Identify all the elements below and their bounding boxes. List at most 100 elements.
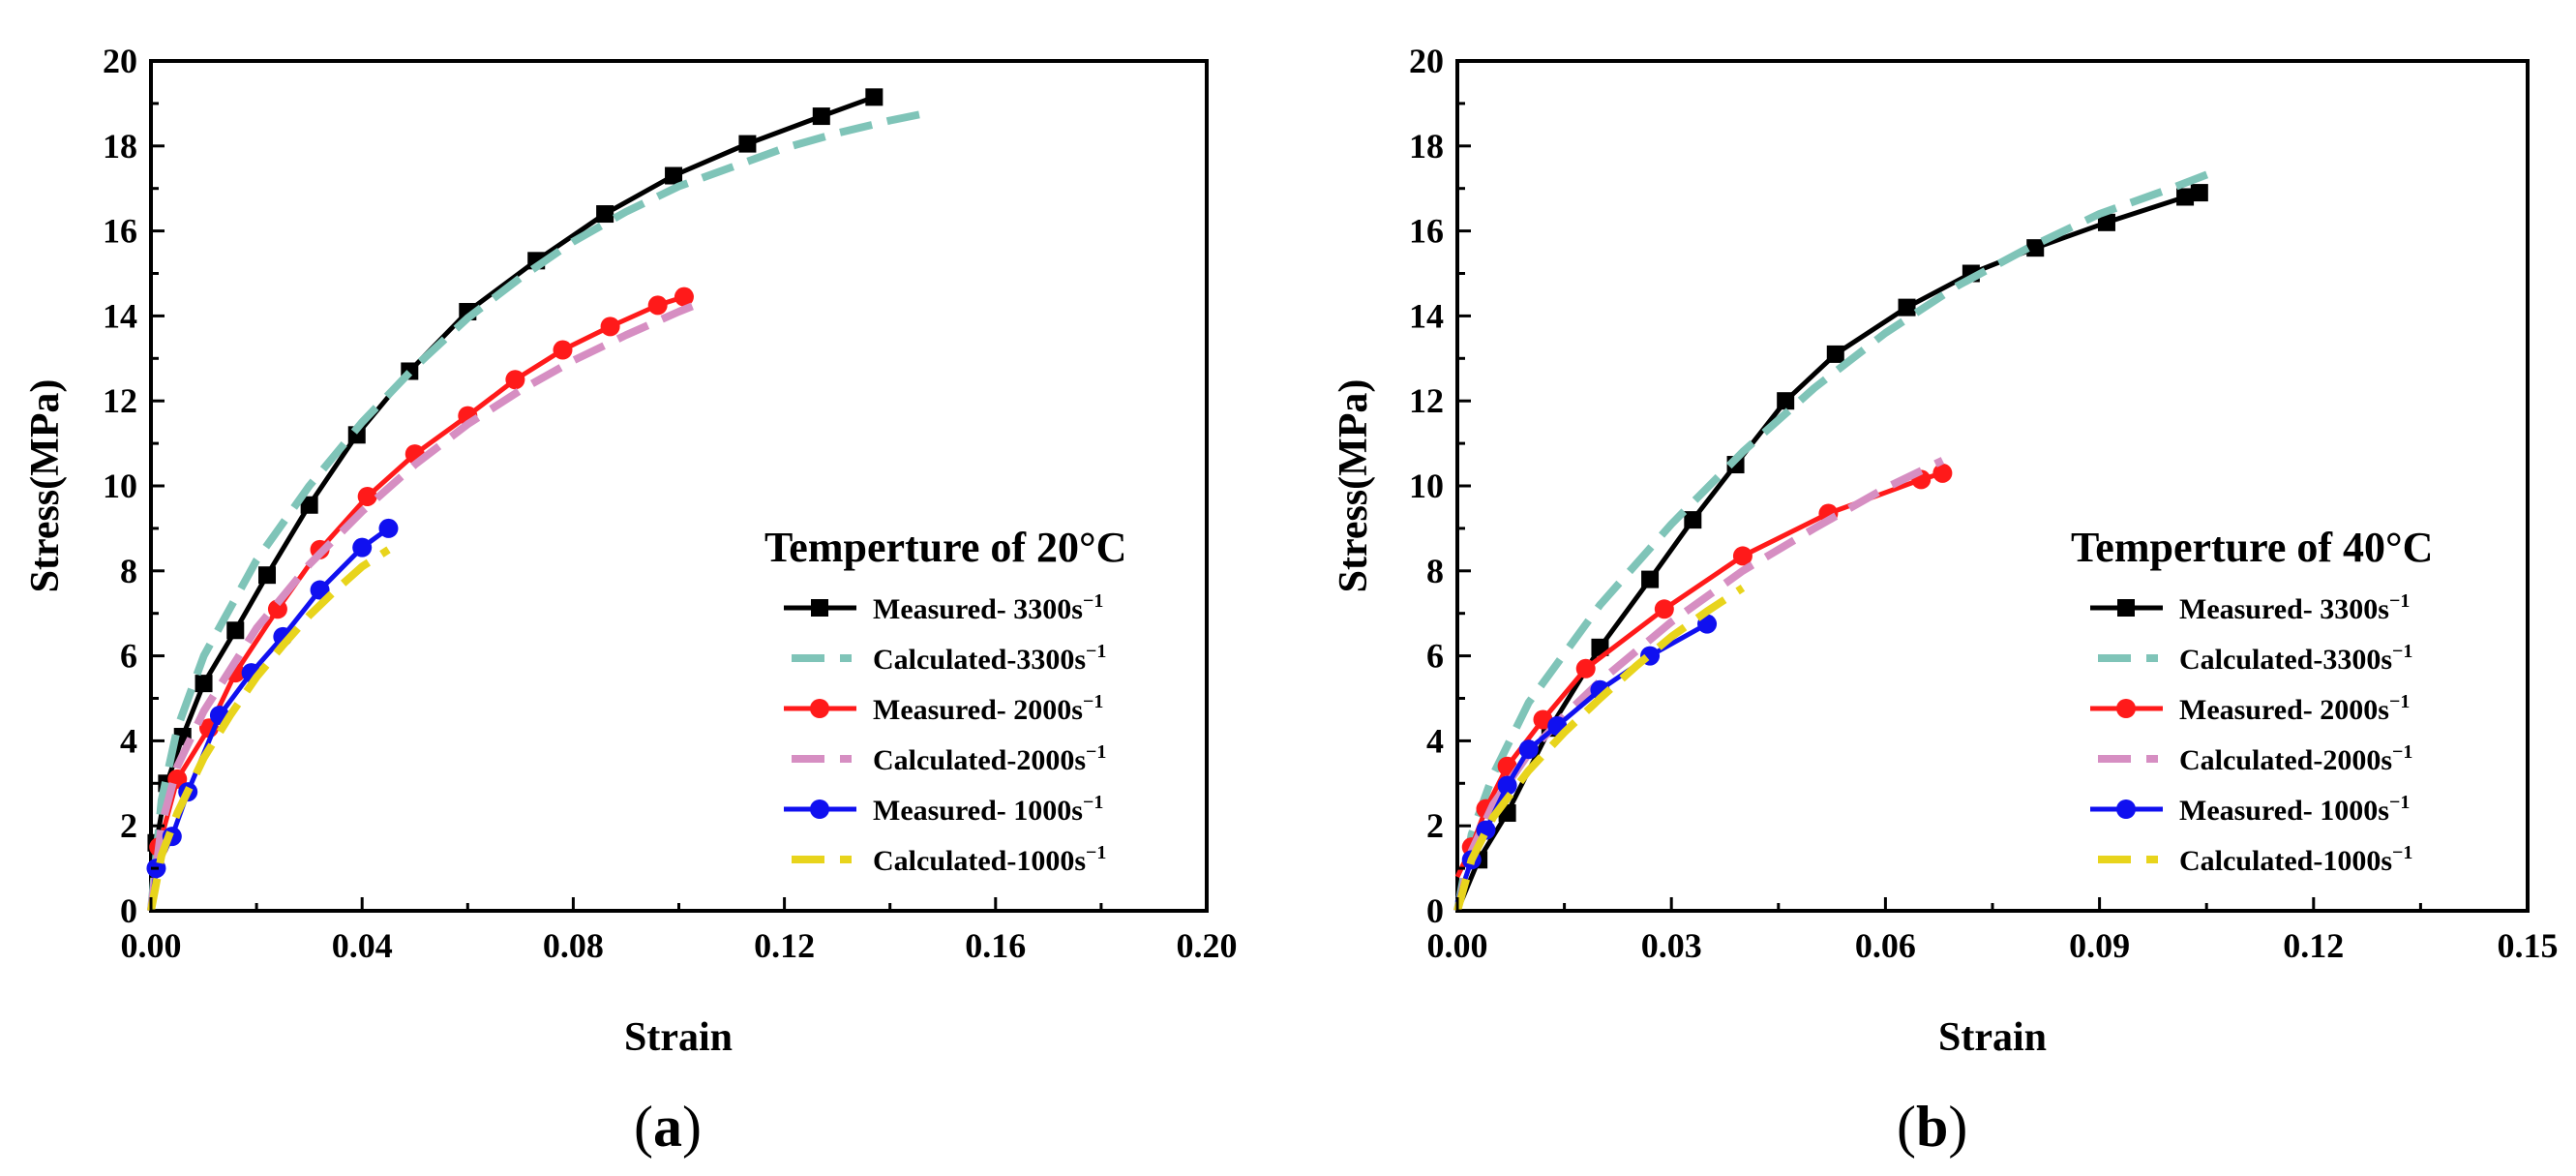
y-tick-label: 14 [1409,296,1444,335]
y-tick-label: 8 [1426,552,1444,590]
data-point [2097,213,2115,231]
data-point [674,286,694,307]
data-point [596,205,614,224]
y-tick-label: 12 [1409,381,1444,420]
series-line [1453,585,1746,913]
y-tick-label: 6 [1426,637,1444,676]
data-point [267,599,287,619]
legend-label: Measured- 2000s−1 [2179,691,2410,726]
y-tick-label: 18 [1409,127,1444,166]
y-tick-label: 8 [120,552,137,590]
y-tick-label: 16 [1409,212,1444,251]
x-tick-label: 0.00 [1427,926,1488,965]
data-point [226,621,245,640]
data-point [1826,345,1844,363]
series-6 [147,546,391,912]
y-tick-label: 20 [1409,42,1444,80]
data-point [352,537,373,558]
legend-marker [2116,699,2136,718]
legend-title: Temperture of 20°C [764,524,1126,571]
data-point [647,295,668,316]
y-ticks: 0 2 4 6 8 10 12 14 16 18 20 [1409,42,1471,930]
x-tick-label: 0.09 [2069,926,2130,965]
y-axis-title: Stress(MPa) [23,379,68,593]
data-point [1932,463,1953,483]
legend-item: Measured- 3300s−1 [784,590,1103,625]
legend-item: Measured- 2000s−1 [2090,691,2410,726]
x-tick-label: 0.12 [754,926,815,965]
series-line [147,107,934,912]
series-line [147,546,391,912]
data-point [600,317,620,337]
y-tick-label: 2 [120,806,137,845]
data-point [300,496,318,514]
legend-item: Measured- 3300s−1 [2090,590,2410,625]
data-point [505,370,525,390]
data-point [1575,658,1596,678]
series-6 [1453,585,1746,913]
legend-label: Measured- 3300s−1 [2179,590,2410,625]
legend-item: Measured- 2000s−1 [784,691,1103,726]
legend-marker [2117,599,2135,617]
panel-label-open: ( [1897,1095,1916,1159]
data-point [865,88,884,106]
y-tick-label: 6 [120,637,137,676]
data-point [665,166,683,185]
data-point [310,580,330,600]
x-tick-label: 0.16 [965,926,1026,965]
y-tick-label: 0 [1426,891,1444,930]
data-point [2190,184,2208,202]
legend-item: Calculated-1000s−1 [792,842,1106,877]
data-point [1732,546,1752,566]
data-point [1777,392,1795,410]
data-point [1684,511,1702,529]
data-point [258,566,277,585]
x-tick-label: 0.08 [543,926,604,965]
legend-marker [810,699,829,718]
x-ticks: 0.00 0.04 0.08 0.12 0.16 0.20 [121,897,1238,965]
x-ticks: 0.00 0.03 0.06 0.09 0.12 0.15 [1427,897,2559,965]
data-point [1518,739,1539,760]
data-point [1641,570,1660,588]
legend-label: Measured- 1000s−1 [2179,792,2410,827]
x-tick-label: 0.20 [1177,926,1238,965]
legend-item: Calculated-2000s−1 [792,741,1106,776]
panel-label-a: (a) [634,1095,702,1159]
x-tick-label: 0.04 [332,926,393,965]
legend-label: Measured- 1000s−1 [873,792,1103,827]
data-point [812,107,830,126]
panel-label-letter: b [1916,1095,1948,1159]
x-axis-title: Strain [624,1015,733,1060]
panel-label-close: ) [1948,1095,1967,1159]
panel-label-letter: a [653,1095,682,1159]
y-tick-label: 4 [120,721,137,760]
data-point [2176,188,2195,206]
legend-marker [811,599,828,617]
panel-label-open: ( [634,1095,653,1159]
data-point [378,518,399,538]
x-tick-label: 0.15 [2498,926,2559,965]
data-point [1497,775,1517,796]
data-point [738,135,757,153]
series-layer [146,88,934,912]
y-tick-label: 20 [103,42,137,80]
y-tick-label: 10 [1409,467,1444,505]
y-tick-label: 2 [1426,806,1444,845]
legend-label: Calculated-1000s−1 [2179,842,2412,877]
legend-label: Measured- 3300s−1 [873,590,1103,625]
legend-item: Calculated-3300s−1 [2098,641,2412,676]
legend-label: Calculated-3300s−1 [2179,641,2412,676]
y-tick-label: 4 [1426,721,1444,760]
data-point [195,675,213,693]
x-tick-label: 0.03 [1641,926,1702,965]
legend: Measured- 3300s−1 Calculated-3300s−1 Measu… [784,590,1106,877]
data-point [553,340,573,360]
series-3 [148,286,694,912]
data-point [1898,298,1916,317]
chart-panel-b: 0.00 0.03 0.06 0.09 0.12 0.15 0 2 4 6 8 10 12 14 16 18… [1332,42,2559,1159]
legend-label: Calculated-2000s−1 [2179,741,2412,776]
legend-label: Calculated-3300s−1 [873,641,1106,676]
y-axis-title: Stress(MPa) [1332,379,1376,593]
series-layer [1453,166,2223,913]
legend: Measured- 3300s−1 Calculated-3300s−1 Measu… [2090,590,2412,877]
